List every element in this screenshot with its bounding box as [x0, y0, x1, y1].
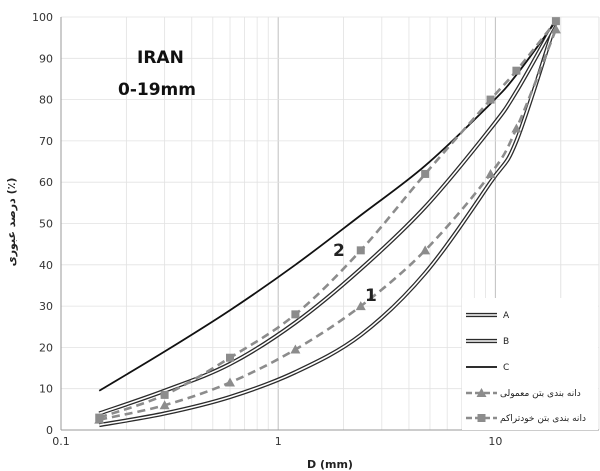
legend-background — [462, 298, 598, 430]
y-tick-label: 20 — [39, 341, 53, 354]
annotation-range: 0-19mm — [118, 80, 196, 100]
square-marker — [486, 95, 495, 104]
triangle-marker — [485, 168, 496, 178]
series-a-line-inner — [99, 20, 557, 426]
y-tick-label: 80 — [39, 94, 53, 107]
y-tick-label: 60 — [39, 176, 53, 189]
y-tick-label: 10 — [39, 383, 53, 396]
curve-label-1: 1 — [365, 286, 377, 306]
annotation-country: IRAN — [137, 48, 184, 68]
curve-label-2: 2 — [333, 241, 345, 261]
triangle-marker — [159, 400, 170, 410]
square-marker — [512, 66, 521, 75]
y-tick-label: 100 — [32, 11, 53, 24]
square-marker — [95, 413, 104, 422]
legend-label-self-compacting-concrete: دانه بندی بتن خودتراکم — [500, 414, 586, 424]
y-tick-label: 50 — [39, 218, 53, 231]
square-marker — [160, 390, 169, 399]
legend: A B C دانه بندی بتن معمولی دانه بندی بتن خود… — [462, 298, 598, 430]
series-normal-concrete-line — [98, 28, 558, 421]
legend-label-normal-concrete: دانه بندی بتن معمولی — [500, 389, 581, 399]
legend-label-c: C — [503, 363, 509, 373]
triangle-marker — [225, 377, 236, 387]
triangle-marker — [355, 301, 366, 311]
x-tick-label: 0.1 — [52, 435, 70, 448]
y-axis-label: درصد عبوری (٪) — [5, 178, 18, 267]
legend-label-b: B — [503, 337, 509, 347]
triangle-marker — [420, 245, 431, 255]
square-marker — [421, 169, 430, 178]
legend-label-a: A — [503, 311, 510, 321]
triangle-marker — [511, 123, 522, 133]
triangle-marker — [290, 344, 301, 354]
square-marker — [291, 310, 300, 319]
y-tick-label: 40 — [39, 259, 53, 272]
markers-layer — [94, 17, 561, 424]
x-tick-label: 10 — [488, 435, 502, 448]
square-marker — [226, 353, 235, 362]
triangle-marker — [550, 24, 561, 34]
y-tick-label: 70 — [39, 135, 53, 148]
y-tick-label: 0 — [46, 424, 53, 437]
square-marker — [551, 17, 560, 26]
y-tick-label: 30 — [39, 300, 53, 313]
square-marker — [356, 246, 365, 255]
series-c-line — [98, 20, 557, 392]
y-tick-label: 90 — [39, 52, 53, 65]
x-axis-label: D (mm) — [307, 458, 353, 471]
legend-triangle-marker — [476, 388, 487, 397]
x-tick-label: 1 — [275, 435, 282, 448]
legend-square-marker — [477, 414, 486, 422]
